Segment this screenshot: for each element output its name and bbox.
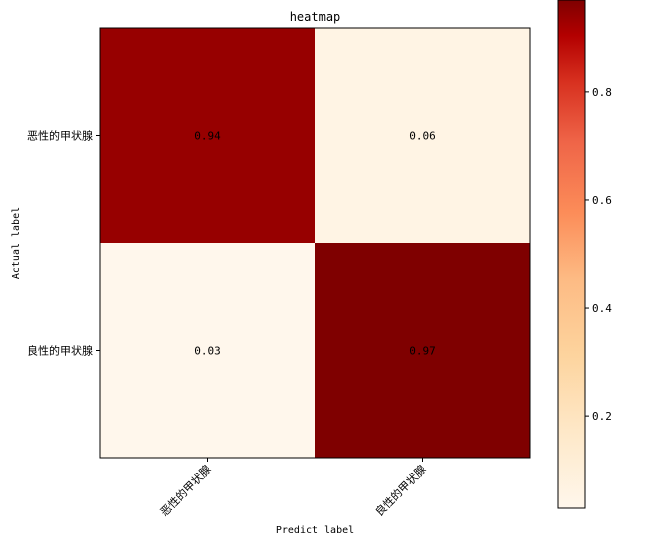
cell-value-label: 0.03 <box>194 345 221 358</box>
colorbar-ticks: 0.2 0.4 0.6 0.8 <box>585 86 612 423</box>
heatmap-cell <box>315 28 530 243</box>
colorbar <box>557 0 586 509</box>
colorbar-tick-label: 0.8 <box>592 86 612 99</box>
chart-title: heatmap <box>290 10 341 24</box>
cell-labels: 0.94 0.06 0.03 0.97 <box>194 130 436 358</box>
cell-value-label: 0.06 <box>409 130 436 143</box>
colorbar-tick-label: 0.4 <box>592 302 612 315</box>
y-tick-label: 恶性的甲状腺 <box>27 129 93 143</box>
x-axis-ticks: 恶性的甲状腺 良性的甲状腺 <box>157 458 429 519</box>
colorbar-tick-label: 0.2 <box>592 410 612 423</box>
cell-value-label: 0.94 <box>194 130 221 143</box>
y-tick-label: 良性的甲状腺 <box>27 344 93 358</box>
cell-value-label: 0.97 <box>409 345 436 358</box>
x-tick-label: 恶性的甲状腺 <box>157 462 214 519</box>
x-axis-label: Predict label <box>276 525 354 536</box>
plot-frame <box>99 27 531 459</box>
x-tick-label: 良性的甲状腺 <box>372 462 429 519</box>
y-axis-label: Actual label <box>11 207 22 279</box>
heatmap-cell <box>100 28 315 243</box>
colorbar-tick-label: 0.6 <box>592 194 612 207</box>
heatmap-cell <box>315 243 530 458</box>
heatmap-cell <box>100 243 315 458</box>
heatmap-cells <box>100 28 530 458</box>
